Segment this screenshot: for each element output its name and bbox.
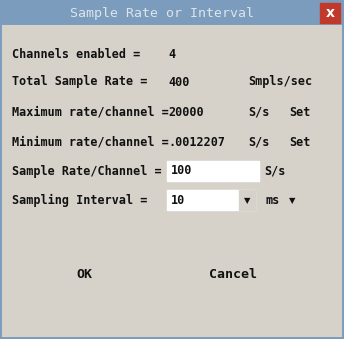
- Bar: [0, 0, 344, 26]
- Text: .0012207: .0012207: [168, 136, 225, 148]
- Bar: [262, 190, 300, 210]
- Bar: [283, 102, 317, 122]
- Bar: [167, 161, 259, 181]
- Bar: [194, 263, 272, 287]
- Bar: [283, 132, 317, 152]
- Bar: [239, 190, 255, 210]
- Text: Cancel: Cancel: [209, 268, 257, 281]
- Bar: [320, 3, 340, 23]
- Text: S/s: S/s: [248, 105, 269, 119]
- Text: Channels enabled =: Channels enabled =: [12, 48, 140, 61]
- Text: Sample Rate/Channel =: Sample Rate/Channel =: [12, 164, 162, 178]
- Text: Sample Rate or Interval: Sample Rate or Interval: [70, 6, 254, 20]
- Text: Set: Set: [289, 136, 311, 148]
- Text: S/s: S/s: [264, 164, 286, 178]
- Text: Maximum rate/channel =: Maximum rate/channel =: [12, 105, 169, 119]
- Text: 20000: 20000: [168, 105, 204, 119]
- Bar: [50, 263, 118, 287]
- Text: ▼: ▼: [244, 197, 250, 205]
- Text: S/s: S/s: [248, 136, 269, 148]
- Text: OK: OK: [76, 268, 92, 281]
- Text: ▼: ▼: [289, 197, 295, 205]
- Text: Set: Set: [289, 105, 311, 119]
- Text: Smpls/sec: Smpls/sec: [248, 76, 312, 88]
- Bar: [284, 190, 300, 210]
- Text: 10: 10: [171, 194, 185, 206]
- Text: ms: ms: [266, 194, 280, 206]
- Text: Minimum rate/channel =: Minimum rate/channel =: [12, 136, 169, 148]
- Text: 100: 100: [171, 164, 192, 178]
- Bar: [167, 190, 255, 210]
- Text: Total Sample Rate =: Total Sample Rate =: [12, 76, 147, 88]
- Text: 400: 400: [168, 76, 190, 88]
- Text: Sampling Interval =: Sampling Interval =: [12, 194, 147, 206]
- Text: x: x: [325, 6, 334, 20]
- Text: 4: 4: [168, 48, 175, 61]
